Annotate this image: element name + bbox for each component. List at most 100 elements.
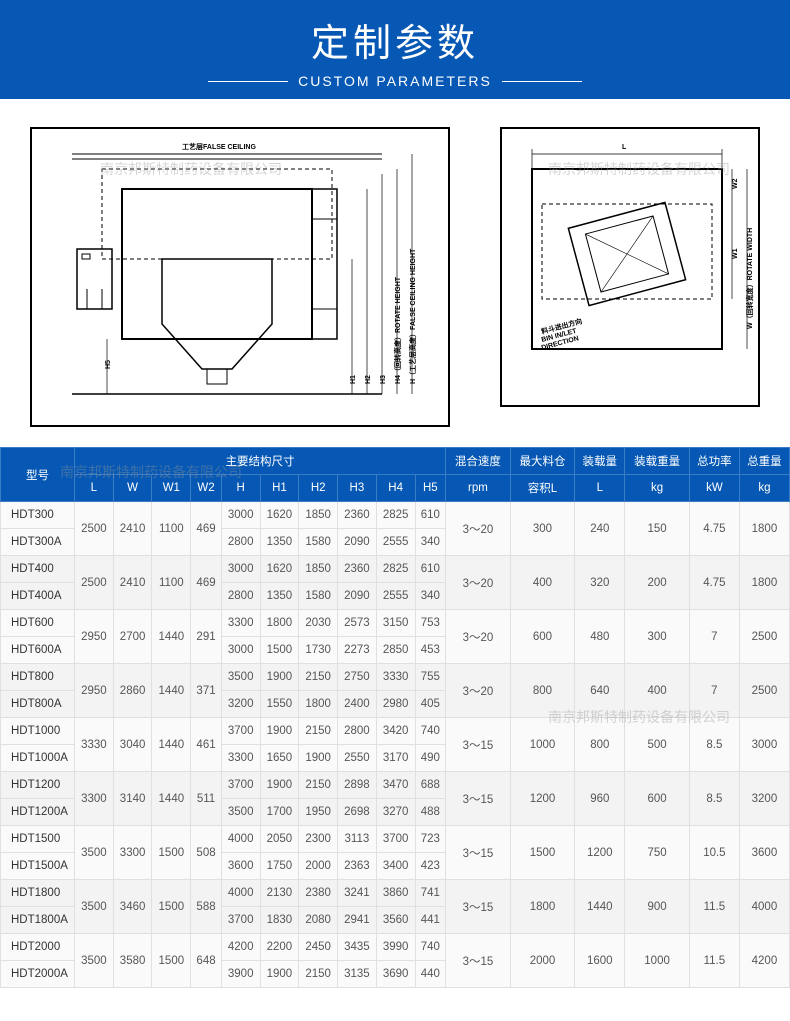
cell-H: 2800 [221, 529, 260, 556]
cell-H3: 2550 [338, 745, 377, 772]
cell-W1: 1440 [152, 610, 191, 664]
cell-W1: 1440 [152, 772, 191, 826]
col-unit: kg [625, 475, 690, 502]
cell-L: 3500 [75, 826, 114, 880]
cell-W1: 1500 [152, 880, 191, 934]
cell-H5: 423 [415, 853, 446, 880]
cell-H: 2800 [221, 583, 260, 610]
cell-H5: 405 [415, 691, 446, 718]
cell-W1: 1500 [152, 826, 191, 880]
cell-model: HDT800 [1, 664, 75, 691]
cell-H3: 2273 [338, 637, 377, 664]
cell-H3: 2090 [338, 529, 377, 556]
col-unit: 容积L [510, 475, 575, 502]
cell-H2: 2150 [299, 961, 338, 988]
cell-H1: 1800 [260, 610, 299, 637]
cell-H3: 3241 [338, 880, 377, 907]
col-unit: L [575, 475, 625, 502]
cell-loadL: 240 [575, 502, 625, 556]
cell-L: 2950 [75, 610, 114, 664]
cell-H3: 3435 [338, 934, 377, 961]
cell-W2: 511 [191, 772, 222, 826]
cell-H4: 3270 [376, 799, 415, 826]
header-banner: 定制参数 CUSTOM PARAMETERS [0, 0, 790, 99]
cell-totkg: 4200 [739, 934, 789, 988]
cell-W: 2410 [113, 556, 152, 610]
col-H5: H5 [415, 475, 446, 502]
cell-L: 2950 [75, 664, 114, 718]
cell-H1: 1620 [260, 502, 299, 529]
cell-speed: 3～15 [446, 880, 511, 934]
cell-H5: 453 [415, 637, 446, 664]
col-W2: W2 [191, 475, 222, 502]
cell-H2: 2300 [299, 826, 338, 853]
cell-H4: 3330 [376, 664, 415, 691]
table-row: HDT6002950270014402913300180020302573315… [1, 610, 790, 637]
col-W1: W1 [152, 475, 191, 502]
cell-W: 3140 [113, 772, 152, 826]
cell-H1: 1620 [260, 556, 299, 583]
cell-totkg: 4000 [739, 880, 789, 934]
cell-H2: 1580 [299, 529, 338, 556]
table-row: HDT1800350034601500588400021302380324138… [1, 880, 790, 907]
table-row: HDT2000350035801500648420022002450343539… [1, 934, 790, 961]
cell-H1: 1900 [260, 718, 299, 745]
cell-H: 4200 [221, 934, 260, 961]
cell-model: HDT1000 [1, 718, 75, 745]
title-chinese: 定制参数 [0, 12, 790, 67]
cell-H1: 1750 [260, 853, 299, 880]
cell-H3: 2898 [338, 772, 377, 799]
cell-H2: 2000 [299, 853, 338, 880]
cell-loadKg: 150 [625, 502, 690, 556]
cell-H4: 3170 [376, 745, 415, 772]
cell-H4: 2555 [376, 529, 415, 556]
parameters-table: 型号 主要结构尺寸 混合速度 最大料仓 装载量 装载重量 总功率 总重量 LWW… [0, 447, 790, 988]
table-row: HDT1500350033001500508400020502300311337… [1, 826, 790, 853]
cell-H: 3900 [221, 961, 260, 988]
cell-kw: 8.5 [689, 772, 739, 826]
title-english: CUSTOM PARAMETERS [298, 73, 492, 89]
cell-speed: 3～15 [446, 934, 511, 988]
table-header: 型号 主要结构尺寸 混合速度 最大料仓 装载量 装载重量 总功率 总重量 LWW… [1, 448, 790, 502]
cell-loadKg: 400 [625, 664, 690, 718]
cell-H5: 440 [415, 961, 446, 988]
cell-H1: 1350 [260, 583, 299, 610]
cell-speed: 3～20 [446, 556, 511, 610]
cell-H3: 2941 [338, 907, 377, 934]
svg-text:H（工艺层高度）FALSE CEILING HEIGHT: H（工艺层高度）FALSE CEILING HEIGHT [408, 248, 417, 384]
table-row: HDT4002500241011004693000162018502360282… [1, 556, 790, 583]
cell-H5: 723 [415, 826, 446, 853]
cell-H2: 2080 [299, 907, 338, 934]
cell-H5: 340 [415, 529, 446, 556]
cell-H3: 2360 [338, 502, 377, 529]
cell-H5: 740 [415, 934, 446, 961]
col-unit: kg [739, 475, 789, 502]
cell-H5: 490 [415, 745, 446, 772]
cell-loadKg: 200 [625, 556, 690, 610]
cell-W2: 469 [191, 556, 222, 610]
cell-bin: 300 [510, 502, 575, 556]
cell-H: 3000 [221, 637, 260, 664]
cell-kw: 4.75 [689, 502, 739, 556]
cell-H4: 2825 [376, 502, 415, 529]
cell-H: 3700 [221, 718, 260, 745]
cell-totkg: 1800 [739, 502, 789, 556]
cell-bin: 1800 [510, 880, 575, 934]
cell-W2: 508 [191, 826, 222, 880]
cell-W: 2860 [113, 664, 152, 718]
cell-L: 3330 [75, 718, 114, 772]
cell-bin: 2000 [510, 934, 575, 988]
cell-H1: 1500 [260, 637, 299, 664]
cell-H2: 1950 [299, 799, 338, 826]
cell-H4: 3690 [376, 961, 415, 988]
cell-H4: 3150 [376, 610, 415, 637]
cell-W: 3300 [113, 826, 152, 880]
cell-model: HDT1200A [1, 799, 75, 826]
svg-text:H2: H2 [365, 375, 372, 384]
svg-text:W2: W2 [732, 178, 739, 189]
cell-speed: 3～15 [446, 826, 511, 880]
cell-W: 2700 [113, 610, 152, 664]
cell-H1: 1550 [260, 691, 299, 718]
cell-H2: 2150 [299, 664, 338, 691]
cell-H1: 1650 [260, 745, 299, 772]
